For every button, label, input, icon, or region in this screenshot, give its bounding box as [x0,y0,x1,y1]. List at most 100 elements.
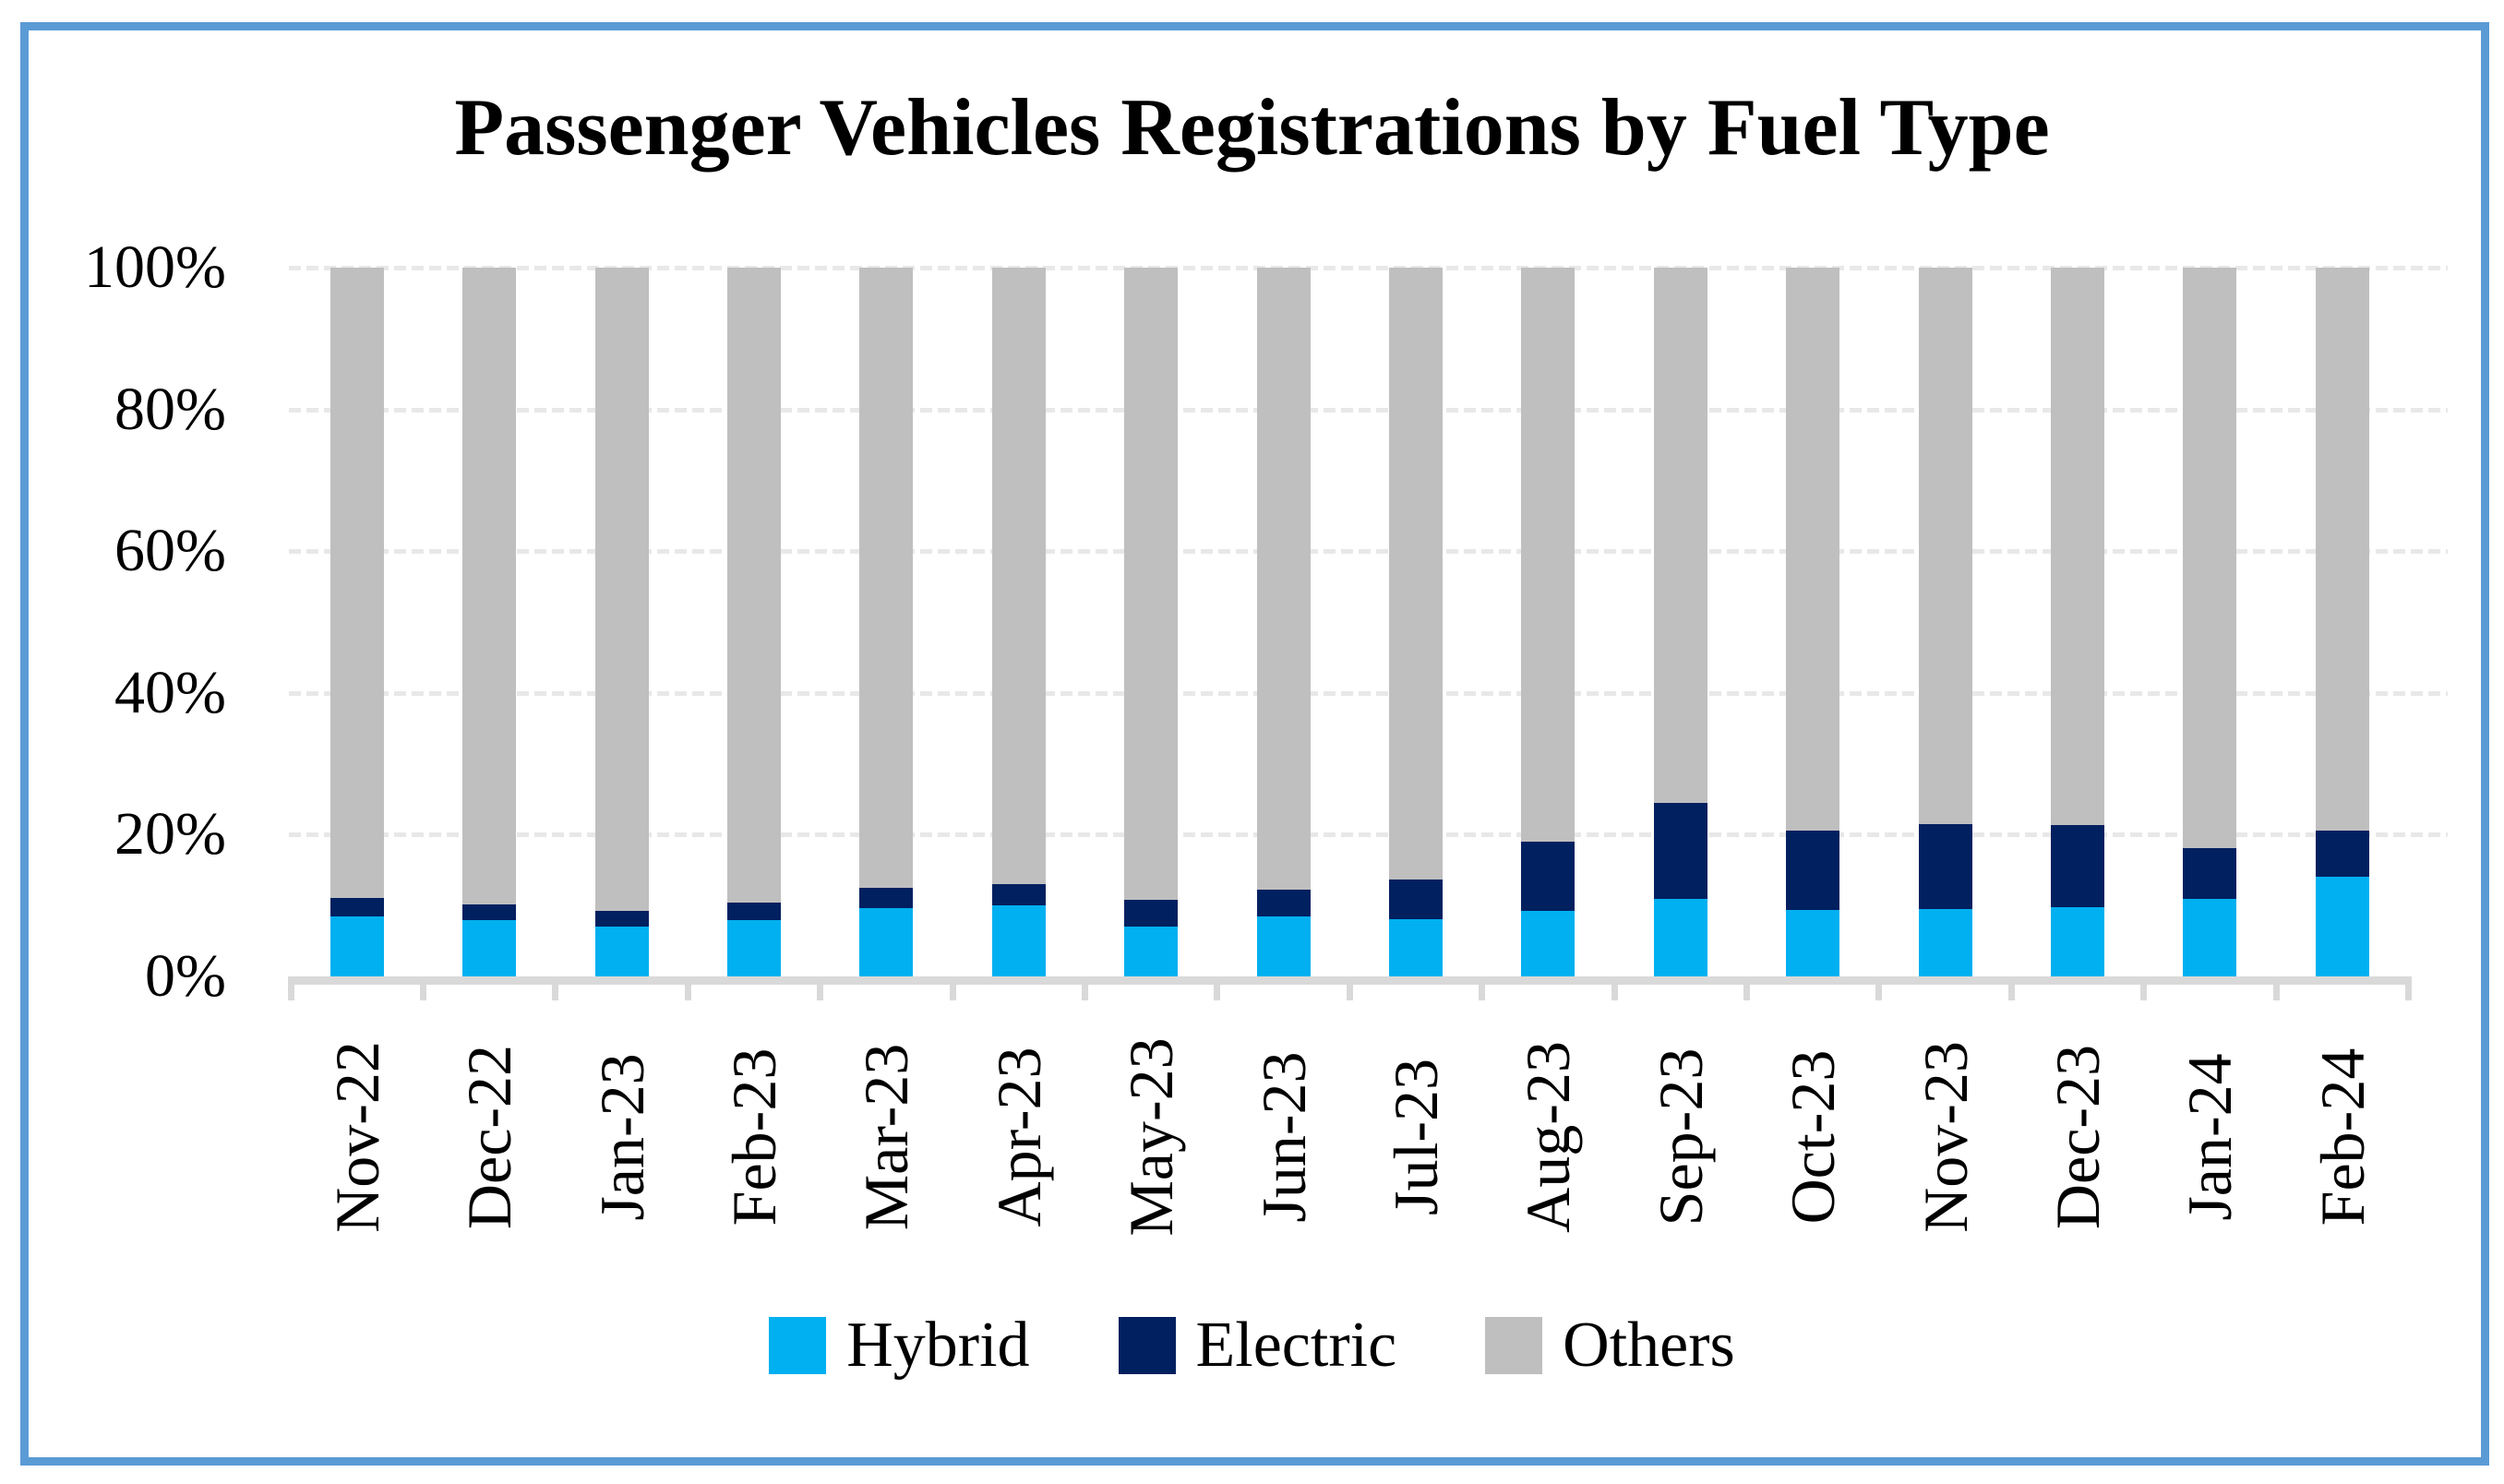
bar-segment-electric-Jan-23 [594,911,649,928]
x-axis-label-Sep-23: Sep-23 [1645,1047,1716,1227]
gridline-20 [289,832,2448,838]
gridline-60 [289,549,2448,555]
legend-item-others: Others [1485,1309,1735,1382]
x-axis-tick [2272,976,2280,1000]
x-axis-label-Dec-23: Dec-23 [2042,1044,2113,1230]
bar-stack-Feb-23 [726,268,781,976]
bar-segment-hybrid-Dec-23 [2050,906,2104,976]
bar-segment-electric-Dec-23 [2050,825,2104,907]
bar-segment-others-May-23 [1124,268,1179,901]
bar-segment-others-Oct-23 [1786,268,1840,831]
bar-segment-electric-Feb-23 [726,903,781,920]
gridline-40 [289,690,2448,696]
bar-segment-electric-Nov-22 [329,897,384,917]
chart-border [20,22,2489,1466]
bar-segment-others-Jan-23 [594,268,649,912]
bar-segment-hybrid-Jul-23 [1388,918,1443,976]
bar-segment-electric-May-23 [1124,900,1179,928]
bar-stack-Feb-24 [2315,268,2369,976]
bar-segment-others-Jul-23 [1388,268,1443,880]
bar-segment-electric-Jun-23 [1256,889,1311,917]
x-axis-tick [1611,976,1618,1000]
bar-segment-hybrid-Feb-23 [726,919,781,976]
bar-segment-others-Jan-24 [2183,268,2237,848]
x-axis-tick [2140,976,2148,1000]
x-axis-label-Jan-24: Jan-24 [2175,1053,2246,1221]
bar-segment-hybrid-Feb-24 [2315,877,2369,976]
bar-stack-May-23 [1124,268,1179,976]
x-axis-label-Feb-23: Feb-23 [718,1047,789,1227]
x-axis-tick [1479,976,1486,1000]
y-axis-tick-label: 40% [114,658,226,726]
x-axis-label-Aug-23: Aug-23 [1513,1041,1584,1233]
bar-segment-others-Apr-23 [991,268,1046,885]
bar-segment-electric-Dec-22 [462,904,517,920]
x-axis-tick [2404,976,2412,1000]
bar-stack-Nov-23 [1918,268,1972,976]
x-axis-tick [287,976,294,1000]
legend: Hybrid Electric Others [0,1309,2504,1382]
x-axis-tick [1875,976,1883,1000]
bar-stack-Jul-23 [1388,268,1443,976]
bar-segment-electric-Nov-23 [1918,823,1972,910]
chart-title: Passenger Vehicles Registrations by Fuel… [454,83,2050,173]
y-axis-tick-label: 80% [114,375,226,443]
x-axis-tick [1081,976,1088,1000]
gridline-100 [289,266,2448,270]
bar-stack-Oct-23 [1786,268,1840,976]
legend-label-others: Others [1563,1310,1735,1381]
x-axis-label-Nov-23: Nov-23 [1910,1041,1981,1233]
bar-segment-others-Nov-23 [1918,268,1972,824]
bar-stack-Mar-23 [859,268,914,976]
y-axis-tick-label: 20% [114,800,226,868]
bar-segment-electric-Jan-24 [2183,847,2237,899]
bar-segment-hybrid-Nov-23 [1918,909,1972,976]
bar-stack-Dec-22 [462,268,517,976]
bar-segment-hybrid-Jan-24 [2183,898,2237,976]
y-axis-tick-label: 0% [145,942,226,1010]
bar-stack-Jan-23 [594,268,649,976]
x-axis-tick [817,976,824,1000]
bar-segment-others-Mar-23 [859,268,914,888]
x-axis-tick [1346,976,1353,1000]
y-axis-tick-label: 60% [114,517,226,585]
bar-segment-hybrid-Nov-22 [329,916,384,976]
bar-segment-hybrid-Apr-23 [991,905,1046,976]
bar-segment-others-Nov-22 [329,268,384,898]
x-axis-label-Mar-23: Mar-23 [851,1043,922,1231]
bar-segment-others-Sep-23 [1653,268,1707,803]
x-axis-tick [684,976,691,1000]
x-axis-label-Feb-24: Feb-24 [2306,1047,2378,1227]
x-axis-label-Nov-22: Nov-22 [321,1041,392,1233]
bar-stack-Aug-23 [1521,268,1575,976]
legend-swatch-others-icon [1485,1317,1543,1374]
bar-segment-hybrid-Aug-23 [1521,910,1575,976]
bar-segment-others-Feb-23 [726,268,781,904]
bar-segment-electric-Sep-23 [1653,802,1707,899]
bar-segment-others-Jun-23 [1256,268,1311,890]
bar-stack-Apr-23 [991,268,1046,976]
legend-swatch-hybrid-icon [769,1317,827,1374]
bar-segment-hybrid-Sep-23 [1653,898,1707,976]
bar-stack-Jun-23 [1256,268,1311,976]
bar-segment-electric-Apr-23 [991,884,1046,906]
bar-segment-electric-Mar-23 [859,888,914,908]
bar-stack-Dec-23 [2050,268,2104,976]
bar-segment-electric-Aug-23 [1521,842,1575,911]
x-axis-tick [419,976,426,1000]
gridline-80 [289,407,2448,413]
x-axis-label-May-23: May-23 [1116,1037,1187,1237]
x-axis-label-Apr-23: Apr-23 [983,1047,1054,1227]
legend-item-hybrid: Hybrid [769,1309,1030,1382]
legend-swatch-electric-icon [1118,1317,1176,1374]
bar-segment-electric-Feb-24 [2315,830,2369,878]
bar-segment-hybrid-Mar-23 [859,907,914,976]
x-axis-tick [1214,976,1221,1000]
bar-segment-hybrid-May-23 [1124,927,1179,976]
bar-segment-electric-Jul-23 [1388,879,1443,919]
legend-item-electric: Electric [1118,1309,1396,1382]
x-axis-label-Jan-23: Jan-23 [586,1053,657,1221]
y-axis-tick-label: 100% [84,233,226,301]
bar-segment-others-Dec-22 [462,268,517,904]
